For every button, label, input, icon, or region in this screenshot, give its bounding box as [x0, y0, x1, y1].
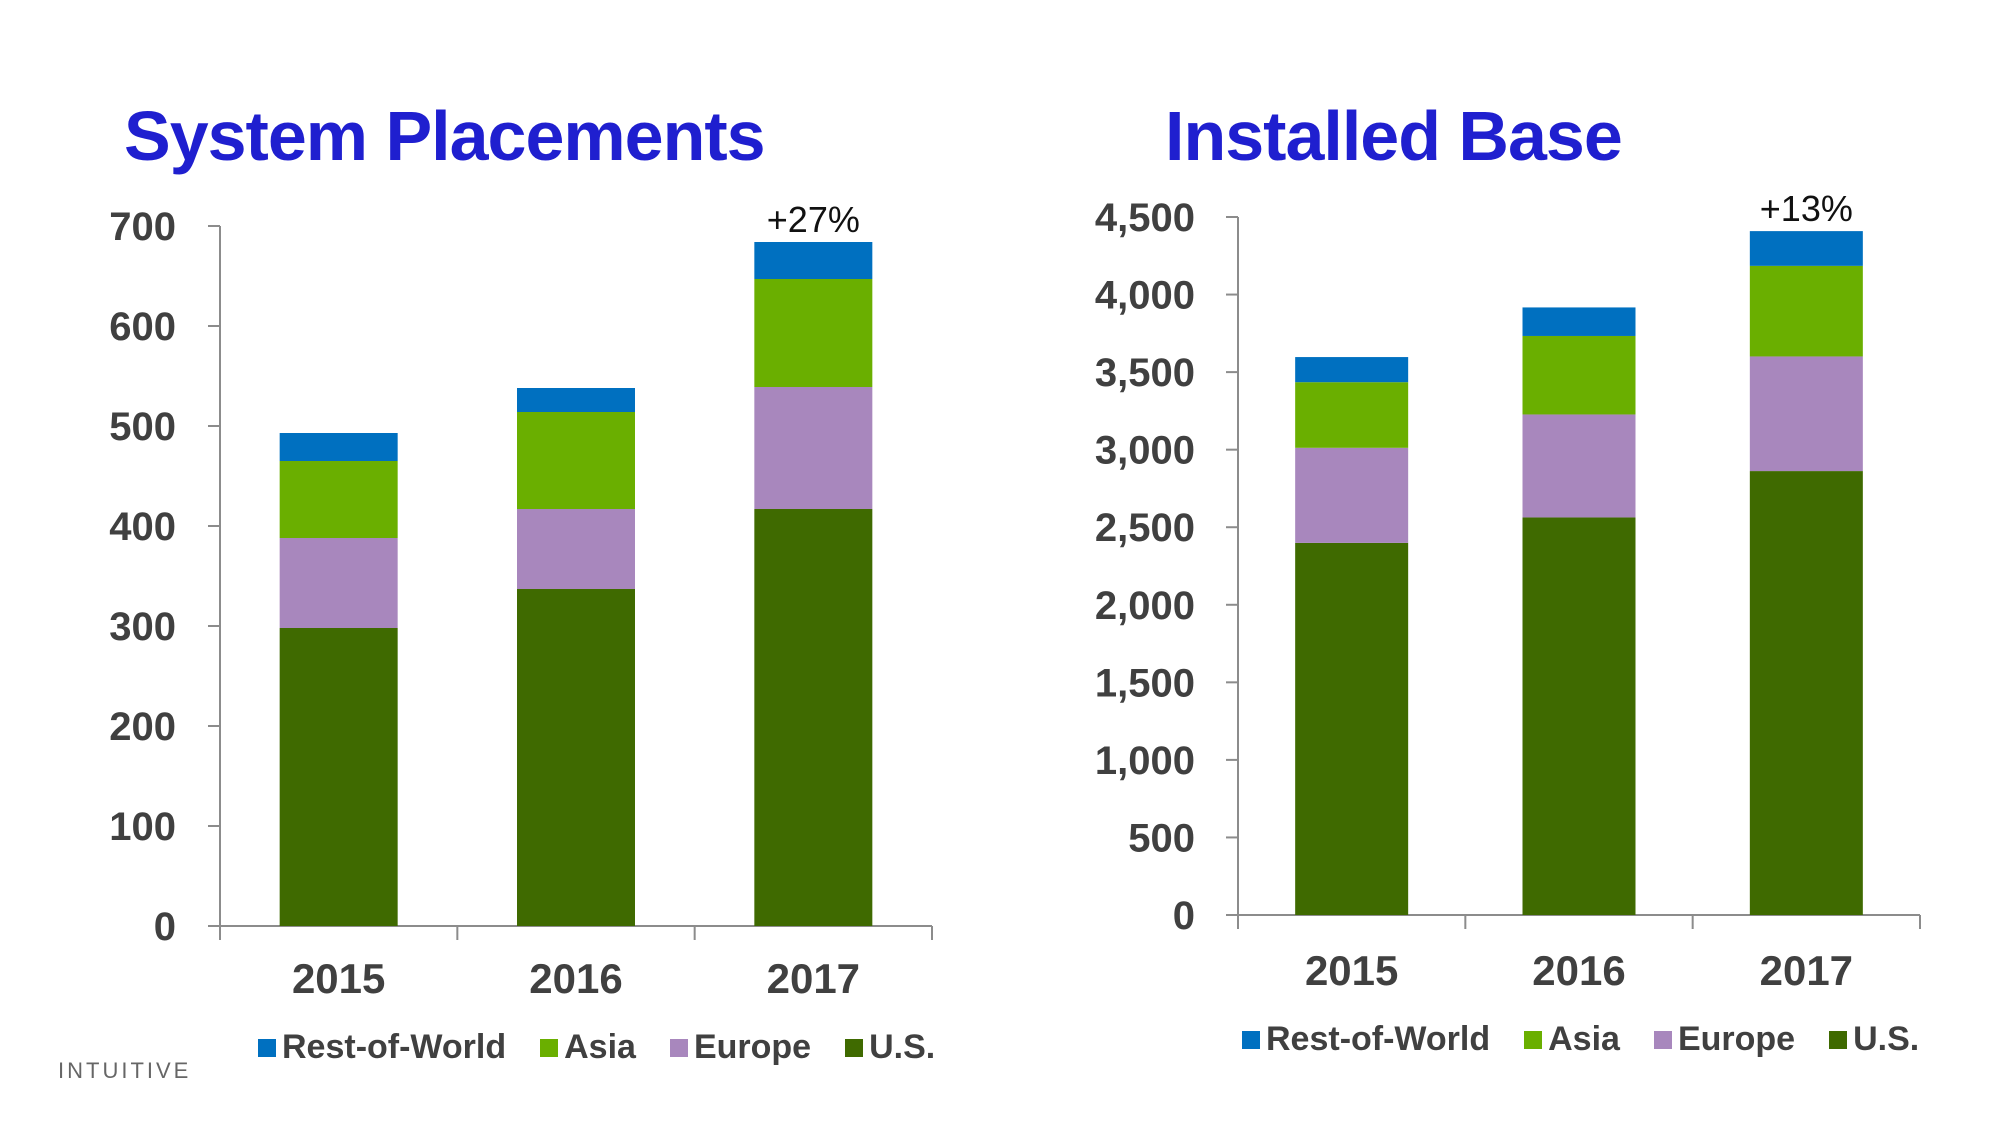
- x-category-label: 2017: [1760, 947, 1853, 994]
- y-tick-label: 3,000: [1095, 429, 1195, 473]
- legend-swatch: [258, 1038, 276, 1057]
- bar-2016-rest-of-world: [1522, 307, 1636, 336]
- intuitive-logo: INTUITIVE: [58, 1058, 192, 1083]
- y-tick-label: 2,000: [1095, 584, 1195, 628]
- bar-2015-u-s: [1295, 542, 1409, 915]
- x-category-label: 2016: [1532, 947, 1625, 994]
- x-category-label: 2015: [1305, 947, 1398, 994]
- bar-2017-u-s: [1749, 471, 1863, 915]
- y-tick-label: 0: [154, 905, 176, 949]
- bar-2017-rest-of-world: [1749, 231, 1863, 266]
- growth-annotation: +27%: [767, 199, 860, 240]
- legend-item: Rest-of-World: [1242, 1020, 1490, 1059]
- legend-label: Rest-of-World: [1266, 1020, 1491, 1058]
- legend-label: Europe: [1677, 1020, 1796, 1058]
- bar-2015-europe: [1295, 447, 1409, 543]
- bar-2016-u-s: [517, 589, 635, 926]
- x-category-label: 2016: [529, 955, 622, 1002]
- legend-label: Europe: [693, 1028, 812, 1066]
- bar-2017-europe: [1749, 356, 1863, 472]
- x-category-label: 2015: [292, 955, 385, 1002]
- y-tick-label: 700: [109, 205, 176, 249]
- legend-swatch: [1524, 1030, 1543, 1049]
- legend-item: Europe: [669, 1028, 812, 1067]
- bar-2015-rest-of-world: [279, 433, 398, 461]
- legend-item: Rest-of-World: [258, 1028, 506, 1067]
- legend-system-placements: Rest-of-World Asia Europe U.S.: [258, 1028, 935, 1067]
- legend-swatch: [845, 1038, 864, 1057]
- y-tick-label: 1,000: [1095, 739, 1195, 783]
- x-category-label: 2017: [767, 955, 860, 1002]
- chart-title-system-placements: System Placements: [124, 97, 766, 175]
- y-tick-label: 2,500: [1095, 506, 1195, 550]
- legend-label: U.S.: [869, 1028, 936, 1066]
- legend-label: Asia: [564, 1028, 636, 1066]
- y-tick-label: 0: [1173, 894, 1195, 938]
- bar-2016-europe: [1522, 414, 1636, 518]
- y-tick-label: 500: [109, 405, 176, 449]
- bar-2017-europe: [754, 387, 873, 509]
- y-tick-label: 400: [109, 505, 176, 549]
- installed-base-chart: 0 500 1,000 1,500 2,000 2,500 3,000 3,500 4,000 4…: [1095, 188, 1921, 994]
- growth-annotation: +13%: [1760, 188, 1853, 229]
- legend-item: Europe: [1653, 1020, 1796, 1059]
- legend-item: Asia: [540, 1028, 636, 1067]
- bar-2015-europe: [279, 538, 398, 628]
- legend-label: Asia: [1548, 1020, 1620, 1058]
- bar-2017-rest-of-world: [754, 242, 873, 279]
- bar-2015-rest-of-world: [1295, 357, 1409, 383]
- bar-2015-asia: [279, 461, 398, 538]
- legend-item: U.S.: [845, 1028, 935, 1067]
- bar-2016-asia: [517, 412, 635, 509]
- y-tick-label: 200: [109, 705, 176, 749]
- y-tick-label: 4,000: [1095, 274, 1195, 318]
- y-tick-label: 500: [1128, 816, 1195, 860]
- legend-swatch: [669, 1038, 688, 1057]
- legend-swatch: [1829, 1030, 1848, 1049]
- y-tick-label: 100: [109, 805, 176, 849]
- bar-2015-u-s: [279, 628, 398, 926]
- legend-label: Rest-of-World: [282, 1028, 507, 1066]
- y-tick-label: 300: [109, 605, 176, 649]
- y-tick-label: 600: [109, 305, 176, 349]
- chart-title-installed-base: Installed Base: [1165, 97, 1623, 175]
- bar-2016-europe: [517, 509, 635, 589]
- legend-installed-base: Rest-of-World Asia Europe U.S.: [1242, 1020, 1919, 1059]
- legend-label: U.S.: [1853, 1020, 1920, 1058]
- y-tick-label: 1,500: [1095, 661, 1195, 705]
- bar-2016-asia: [1522, 335, 1636, 415]
- bar-2017-asia: [754, 279, 873, 387]
- system-placements-chart: 0 100 200 300 400 500 600 700 2015 2016 2017 +27%: [109, 199, 933, 1002]
- bar-2017-u-s: [754, 509, 873, 926]
- y-tick-label: 3,500: [1095, 351, 1195, 395]
- legend-swatch: [1242, 1030, 1260, 1049]
- bar-2016-u-s: [1522, 517, 1636, 915]
- legend-swatch: [540, 1038, 559, 1057]
- bar-2015-asia: [1295, 382, 1409, 448]
- bar-2017-asia: [1749, 265, 1863, 357]
- bar-2016-rest-of-world: [517, 388, 635, 412]
- legend-swatch: [1653, 1030, 1672, 1049]
- y-tick-label: 4,500: [1095, 196, 1195, 240]
- legend-item: Asia: [1524, 1020, 1620, 1059]
- legend-item: U.S.: [1829, 1020, 1919, 1059]
